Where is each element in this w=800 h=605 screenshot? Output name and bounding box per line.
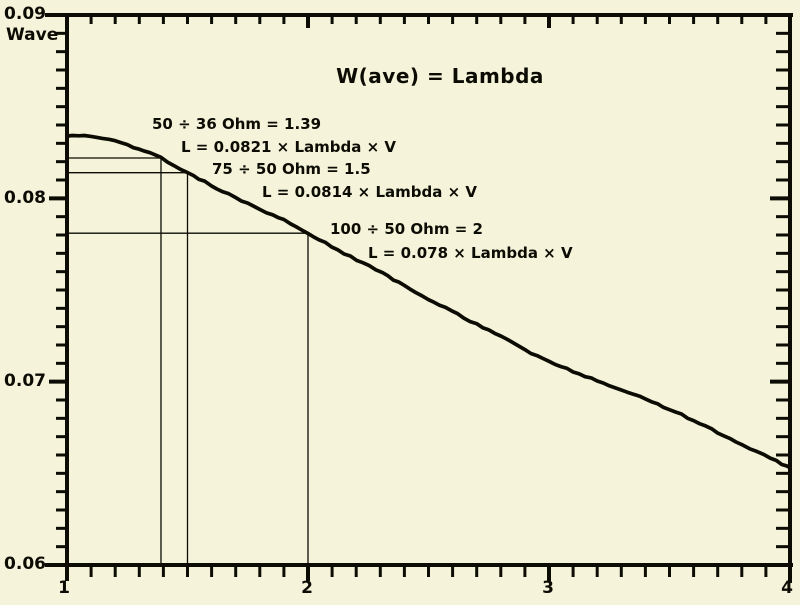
- annotation-formula-2: L = 0.078 × Lambda × V: [368, 244, 573, 262]
- annotation-formula-1-5: L = 0.0814 × Lambda × V: [262, 183, 477, 201]
- chart-title: W(ave) = Lambda: [336, 64, 544, 88]
- annotation-ratio-2: 100 ÷ 50 Ohm = 2: [330, 220, 483, 238]
- annotation-formula-1-39: L = 0.0821 × Lambda × V: [181, 138, 396, 156]
- x-tick-label: 4: [781, 578, 793, 598]
- wave-curve: [66, 133, 791, 470]
- y-tick-label: 0.08: [4, 188, 46, 208]
- annotation-ratio-1-39: 50 ÷ 36 Ohm = 1.39: [152, 115, 322, 133]
- x-tick-label: 1: [58, 578, 70, 598]
- x-tick-label: 3: [542, 578, 554, 598]
- x-tick-label: 2: [301, 578, 313, 598]
- y-axis-title: Wave: [6, 25, 59, 45]
- annotation-ratio-1-5: 75 ÷ 50 Ohm = 1.5: [212, 160, 371, 178]
- y-tick-label: 0.09: [4, 4, 46, 24]
- y-tick-label: 0.07: [4, 371, 46, 391]
- y-tick-label: 0.06: [4, 554, 46, 574]
